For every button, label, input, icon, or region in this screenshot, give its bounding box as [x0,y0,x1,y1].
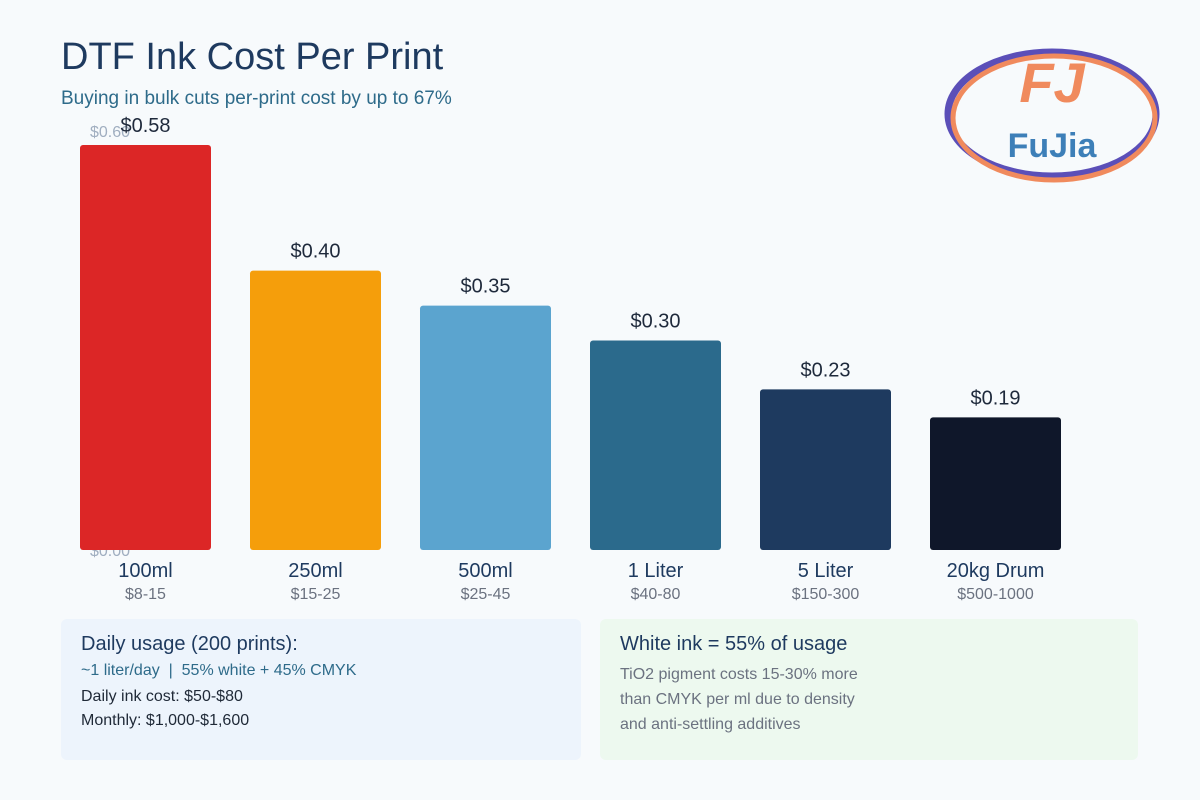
category-label: 1 Liter [628,560,684,582]
monthly-cost: Monthly: $1,000-$1,600 [81,712,250,729]
page-subtitle: Buying in bulk cuts per-print cost by up… [61,88,452,109]
category-label: 5 Liter [798,560,854,582]
price-range-label: $25-45 [461,586,511,603]
fujia-logo: FJ FuJia [944,48,1160,183]
bar [420,305,551,550]
price-range-label: $8-15 [125,586,166,603]
page-title: DTF Ink Cost Per Print [61,36,444,78]
price-range-label: $40-80 [631,586,681,603]
bar-value-label: $0.19 [970,387,1020,409]
category-label: 250ml [288,560,342,582]
white-ink-card-title: White ink = 55% of usage [620,633,848,655]
logo-brand-name: FuJia [1008,127,1098,165]
daily-ink-cost: Daily ink cost: $50-$80 [81,688,243,705]
bar [930,417,1061,550]
logo-monogram: FJ [1019,51,1086,114]
bar [80,144,211,550]
category-label: 500ml [458,560,512,582]
daily-usage-card: Daily usage (200 prints): ~1 liter/day |… [61,619,581,760]
bar-value-label: $0.58 [120,115,170,137]
logo-ring-orange [950,53,1158,183]
bar-value-label: $0.40 [290,241,340,263]
bar-value-label: $0.30 [630,311,680,333]
bar-value-label: $0.35 [460,276,510,298]
usage-breakdown: ~1 liter/day | 55% white + 45% CMYK [81,662,357,679]
bar-value-label: $0.23 [800,359,850,381]
bar [760,389,891,550]
white-ink-note-1: TiO2 pigment costs 15-30% more [620,666,858,683]
white-ink-note-3: and anti-settling additives [620,716,801,733]
bar [590,340,721,550]
usage-card-title: Daily usage (200 prints): [81,633,298,655]
price-range-label: $15-25 [291,586,341,603]
bar-labels: $0.58 100ml $8-15 $0.40 250ml $15-25 $0.35 500m… [118,115,1044,603]
bars [80,144,1061,550]
white-ink-note-2: than CMYK per ml due to density [620,691,855,708]
y-tick-label: $0.60 [90,124,130,141]
white-ink-card: White ink = 55% of usage TiO2 pigment co… [600,619,1138,760]
category-label: 100ml [118,560,172,582]
price-range-label: $500-1000 [957,586,1034,603]
price-range-label: $150-300 [792,586,860,603]
bar-chart: $0.00$0.45$0.60 $0.58100ml$8-15$0.40250m… [80,115,1061,603]
bar [250,270,381,550]
category-label: 20kg Drum [947,560,1045,582]
